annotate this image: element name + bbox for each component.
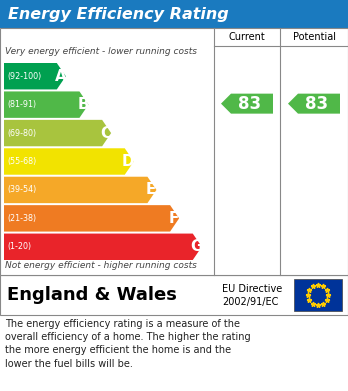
Text: 83: 83 — [238, 95, 261, 113]
Bar — [0, 0, 348, 28]
Text: F: F — [168, 211, 179, 226]
Text: (21-38): (21-38) — [7, 214, 36, 223]
Polygon shape — [221, 93, 273, 114]
Text: E: E — [146, 183, 156, 197]
Bar — [0, 28, 348, 275]
Polygon shape — [288, 93, 340, 114]
Text: A: A — [54, 69, 66, 84]
Text: Energy Efficiency Rating: Energy Efficiency Rating — [8, 7, 229, 22]
Text: The energy efficiency rating is a measure of the
overall efficiency of a home. T: The energy efficiency rating is a measur… — [5, 319, 251, 369]
Text: Current: Current — [229, 32, 266, 42]
Bar — [294, 279, 342, 311]
Text: (92-100): (92-100) — [7, 72, 41, 81]
Text: B: B — [77, 97, 89, 112]
Text: England & Wales: England & Wales — [7, 286, 177, 304]
Polygon shape — [4, 63, 66, 90]
Text: EU Directive: EU Directive — [222, 284, 282, 294]
Text: (39-54): (39-54) — [7, 185, 36, 194]
Bar — [0, 275, 348, 315]
Text: Potential: Potential — [293, 32, 335, 42]
Text: D: D — [122, 154, 135, 169]
Polygon shape — [4, 177, 157, 203]
Text: C: C — [100, 126, 111, 141]
Text: Very energy efficient - lower running costs: Very energy efficient - lower running co… — [5, 47, 197, 56]
Text: 83: 83 — [305, 95, 328, 113]
Polygon shape — [4, 120, 111, 146]
Polygon shape — [4, 233, 202, 260]
Text: (81-91): (81-91) — [7, 100, 36, 109]
Text: (69-80): (69-80) — [7, 129, 36, 138]
Polygon shape — [4, 148, 134, 175]
Text: (1-20): (1-20) — [7, 242, 31, 251]
Polygon shape — [4, 205, 179, 231]
Text: G: G — [190, 239, 203, 254]
Polygon shape — [4, 91, 88, 118]
Text: Not energy efficient - higher running costs: Not energy efficient - higher running co… — [5, 261, 197, 270]
Text: 2002/91/EC: 2002/91/EC — [222, 297, 278, 307]
Text: (55-68): (55-68) — [7, 157, 36, 166]
